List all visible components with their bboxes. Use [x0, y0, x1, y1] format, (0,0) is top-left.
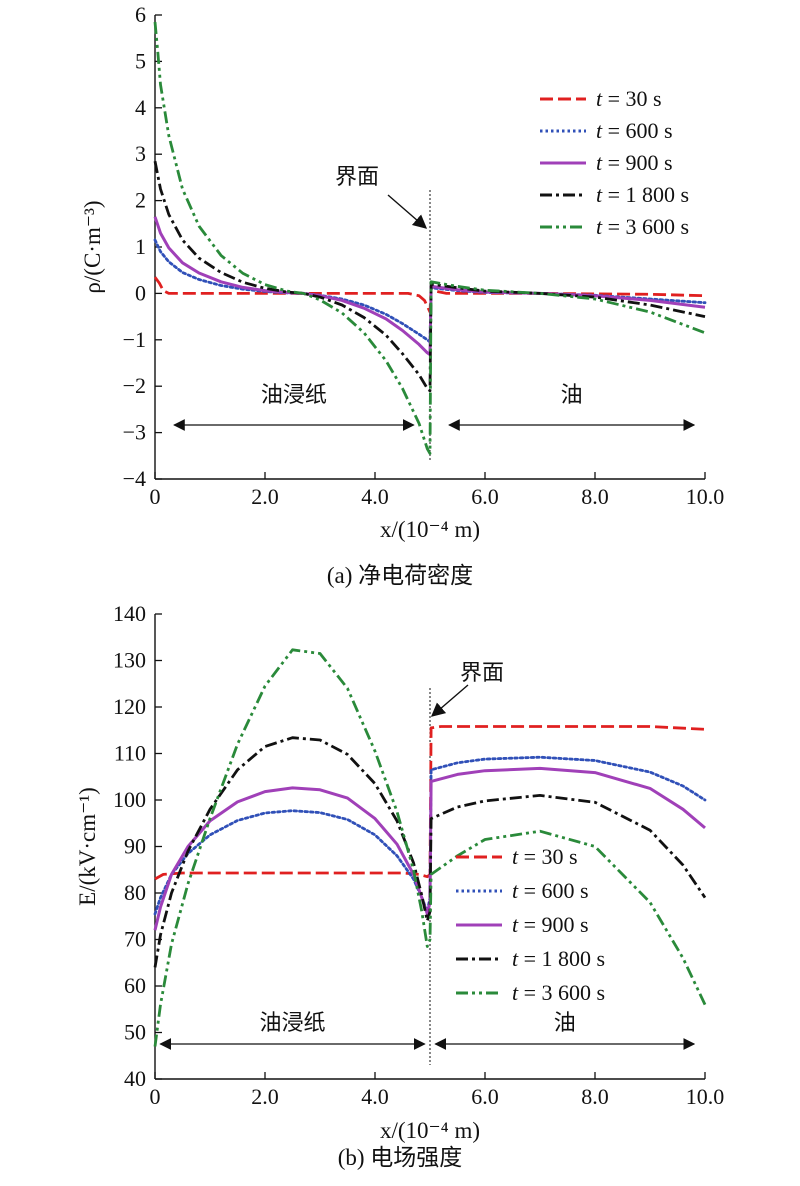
- charge-density-chart: 0 2.0 4.0 6.0 8.0 10.0 −4 −3 −2 −1 0 1 2 3 4 5 6 x/(10⁻⁴ …: [80, 2, 724, 588]
- legend-label: t = 30 s: [596, 86, 662, 111]
- y-tick-label: 5: [135, 48, 146, 73]
- x-tick-label: 10.0: [686, 484, 725, 509]
- x-tick-label: 8.0: [581, 484, 609, 509]
- y-tick-label: 4: [135, 95, 146, 120]
- series-line: [154, 725, 706, 881]
- y-tick-label: 70: [124, 927, 146, 952]
- interface-label: 界面: [335, 165, 379, 190]
- y-tick-label: 0: [135, 280, 146, 305]
- x-tick-label: 2.0: [251, 484, 279, 509]
- y-tick-label: 6: [135, 2, 146, 27]
- y-tick-label: 50: [124, 1020, 146, 1045]
- y-tick-label: 130: [113, 648, 146, 673]
- interface-arrow: [430, 684, 469, 717]
- y-tick-label: 100: [113, 787, 146, 812]
- series-line: [153, 755, 707, 916]
- interface-arrow: [387, 194, 428, 229]
- y-tick-label: 3: [135, 141, 146, 166]
- y-tick-label: 60: [124, 973, 146, 998]
- series-line: [153, 276, 706, 314]
- legend-label: t = 600 s: [512, 878, 589, 903]
- figure-caption: (b) 电场强度: [338, 1145, 463, 1170]
- y-tick-label: 120: [113, 694, 146, 719]
- y-axis-label: ρ/(C·m⁻³): [80, 200, 105, 293]
- x-tick-label: 2.0: [251, 1084, 279, 1109]
- x-tick-label: 4.0: [361, 484, 389, 509]
- x-tick-label: 8.0: [581, 1084, 609, 1109]
- y-tick-label: −1: [123, 327, 146, 352]
- series-line: [153, 648, 707, 1047]
- x-tick-label: 0: [150, 1084, 161, 1109]
- y-tick-label: −4: [123, 466, 146, 491]
- x-axis-label: x/(10⁻⁴ m): [380, 1118, 480, 1143]
- figure-caption: (a) 净电荷密度: [327, 563, 473, 588]
- y-axis-label: E/(kV·cm⁻¹): [75, 787, 100, 906]
- x-tick-label: 0: [150, 484, 161, 509]
- series-line: [153, 21, 706, 455]
- region-label: 油浸纸: [259, 1011, 325, 1036]
- electric-field-chart: 0 2.0 4.0 6.0 8.0 10.0 40 50 60 70 80 90 100 110 120 13…: [75, 601, 724, 1170]
- x-tick-label: 6.0: [471, 484, 499, 509]
- legend-label: t = 3 600 s: [596, 214, 689, 239]
- y-tick-label: 40: [124, 1066, 146, 1091]
- legend-label: t = 1 800 s: [512, 946, 605, 971]
- legend-label: t = 900 s: [512, 912, 589, 937]
- legend-label: t = 600 s: [596, 118, 673, 143]
- y-tick-label: 90: [124, 834, 146, 859]
- legend-label: t = 1 800 s: [596, 182, 689, 207]
- y-tick-label: 1: [135, 234, 146, 259]
- y-tick-label: 140: [113, 601, 146, 626]
- y-tick-label: −2: [123, 373, 146, 398]
- x-tick-label: 10.0: [686, 1084, 725, 1109]
- region-label: 油: [561, 383, 583, 408]
- y-tick-label: 2: [135, 188, 146, 213]
- legend-label: t = 30 s: [512, 844, 578, 869]
- region-label: 油浸纸: [261, 383, 327, 408]
- series-line: [153, 160, 706, 393]
- y-tick-label: 110: [114, 741, 146, 766]
- legend-label: t = 3 600 s: [512, 980, 605, 1005]
- region-label: 油: [554, 1011, 576, 1036]
- interface-label: 界面: [460, 661, 504, 686]
- legend-label: t = 900 s: [596, 150, 673, 175]
- x-axis-label: x/(10⁻⁴ m): [380, 517, 480, 542]
- y-tick-label: 80: [124, 880, 146, 905]
- y-tick-label: −3: [123, 420, 146, 445]
- x-tick-label: 6.0: [471, 1084, 499, 1109]
- x-tick-label: 4.0: [361, 1084, 389, 1109]
